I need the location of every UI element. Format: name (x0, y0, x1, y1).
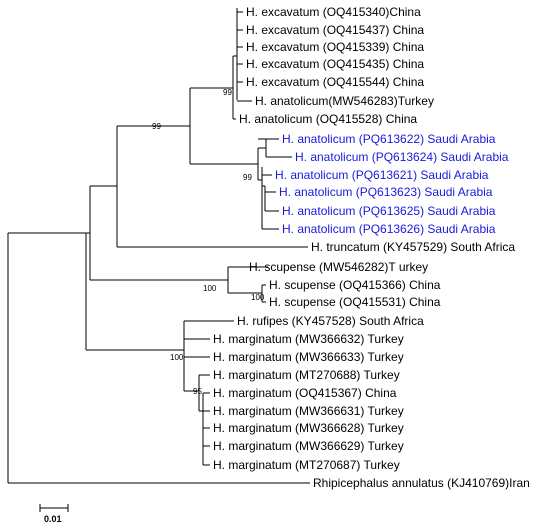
leaf-label: H. excavatum (OQ415340)China (246, 5, 421, 19)
scale-bar-label: 0.01 (44, 514, 62, 524)
leaf-label: H. marginatum (MW366628) Turkey (213, 421, 404, 435)
leaf-label: H. scupense (MW546282)T urkey (249, 260, 428, 274)
leaf-label: H. anatolicum (PQ613621) Saudi Arabia (275, 168, 489, 182)
leaf-label: H. excavatum (OQ415544) China (246, 75, 424, 89)
leaf-labels: H. excavatum (OQ415340)China H. excavatum… (213, 5, 530, 490)
leaf-label: H. scupense (OQ415531) China (269, 295, 441, 309)
bootstrap-value: 100 (170, 353, 184, 362)
tree-branches (7, 8, 310, 484)
leaf-label: H. anatolicum (PQ613623) Saudi Arabia (279, 185, 493, 199)
leaf-label: H. rufipes (KY457528) South Africa (237, 314, 424, 328)
leaf-label: Rhipicephalus annulatus (KJ410769)Iran (313, 476, 530, 490)
leaf-label: H. truncatum (KY457529) South Africa (311, 240, 515, 254)
leaf-label: H. excavatum (OQ415435) China (246, 57, 424, 71)
leaf-label: H. anatolicum (PQ613624) Saudi Arabia (295, 150, 509, 164)
leaf-label: H. anatolicum (PQ613625) Saudi Arabia (282, 204, 496, 218)
leaf-label: H. marginatum (MW366633) Turkey (213, 350, 404, 364)
leaf-label: H. anatolicum (PQ613622) Saudi Arabia (282, 132, 496, 146)
leaf-label: H. marginatum (MW366631) Turkey (213, 404, 404, 418)
scale-bar: 0.01 (39, 504, 69, 524)
bootstrap-value: 99 (243, 173, 252, 182)
leaf-label: H. marginatum (MW366629) Turkey (213, 439, 404, 453)
leaf-label: H. anatolicum (PQ613626) Saudi Arabia (282, 222, 496, 236)
bootstrap-value: 100 (251, 293, 265, 302)
bootstrap-labels: 99 99 99 100 100 100 95 (152, 88, 265, 396)
leaf-label: H. marginatum (MW366632) Turkey (213, 332, 404, 346)
bootstrap-value: 99 (223, 88, 232, 97)
leaf-label: H. anatolicum (OQ415528) China (239, 112, 417, 126)
bootstrap-value: 95 (193, 387, 202, 396)
leaf-label: H. excavatum (OQ415437) China (246, 23, 424, 37)
leaf-label: H. excavatum (OQ415339) China (246, 40, 424, 54)
leaf-label: H. marginatum (MT270687) Turkey (213, 458, 400, 472)
bootstrap-value: 99 (152, 122, 161, 131)
bootstrap-value: 100 (203, 284, 217, 293)
leaf-label: H. anatolicum(MW546283)Turkey (255, 94, 434, 108)
leaf-label: H. marginatum (OQ415367) China (213, 386, 397, 400)
leaf-label: H. scupense (OQ415366) China (269, 278, 441, 292)
leaf-label: H. marginatum (MT270688) Turkey (213, 368, 400, 382)
